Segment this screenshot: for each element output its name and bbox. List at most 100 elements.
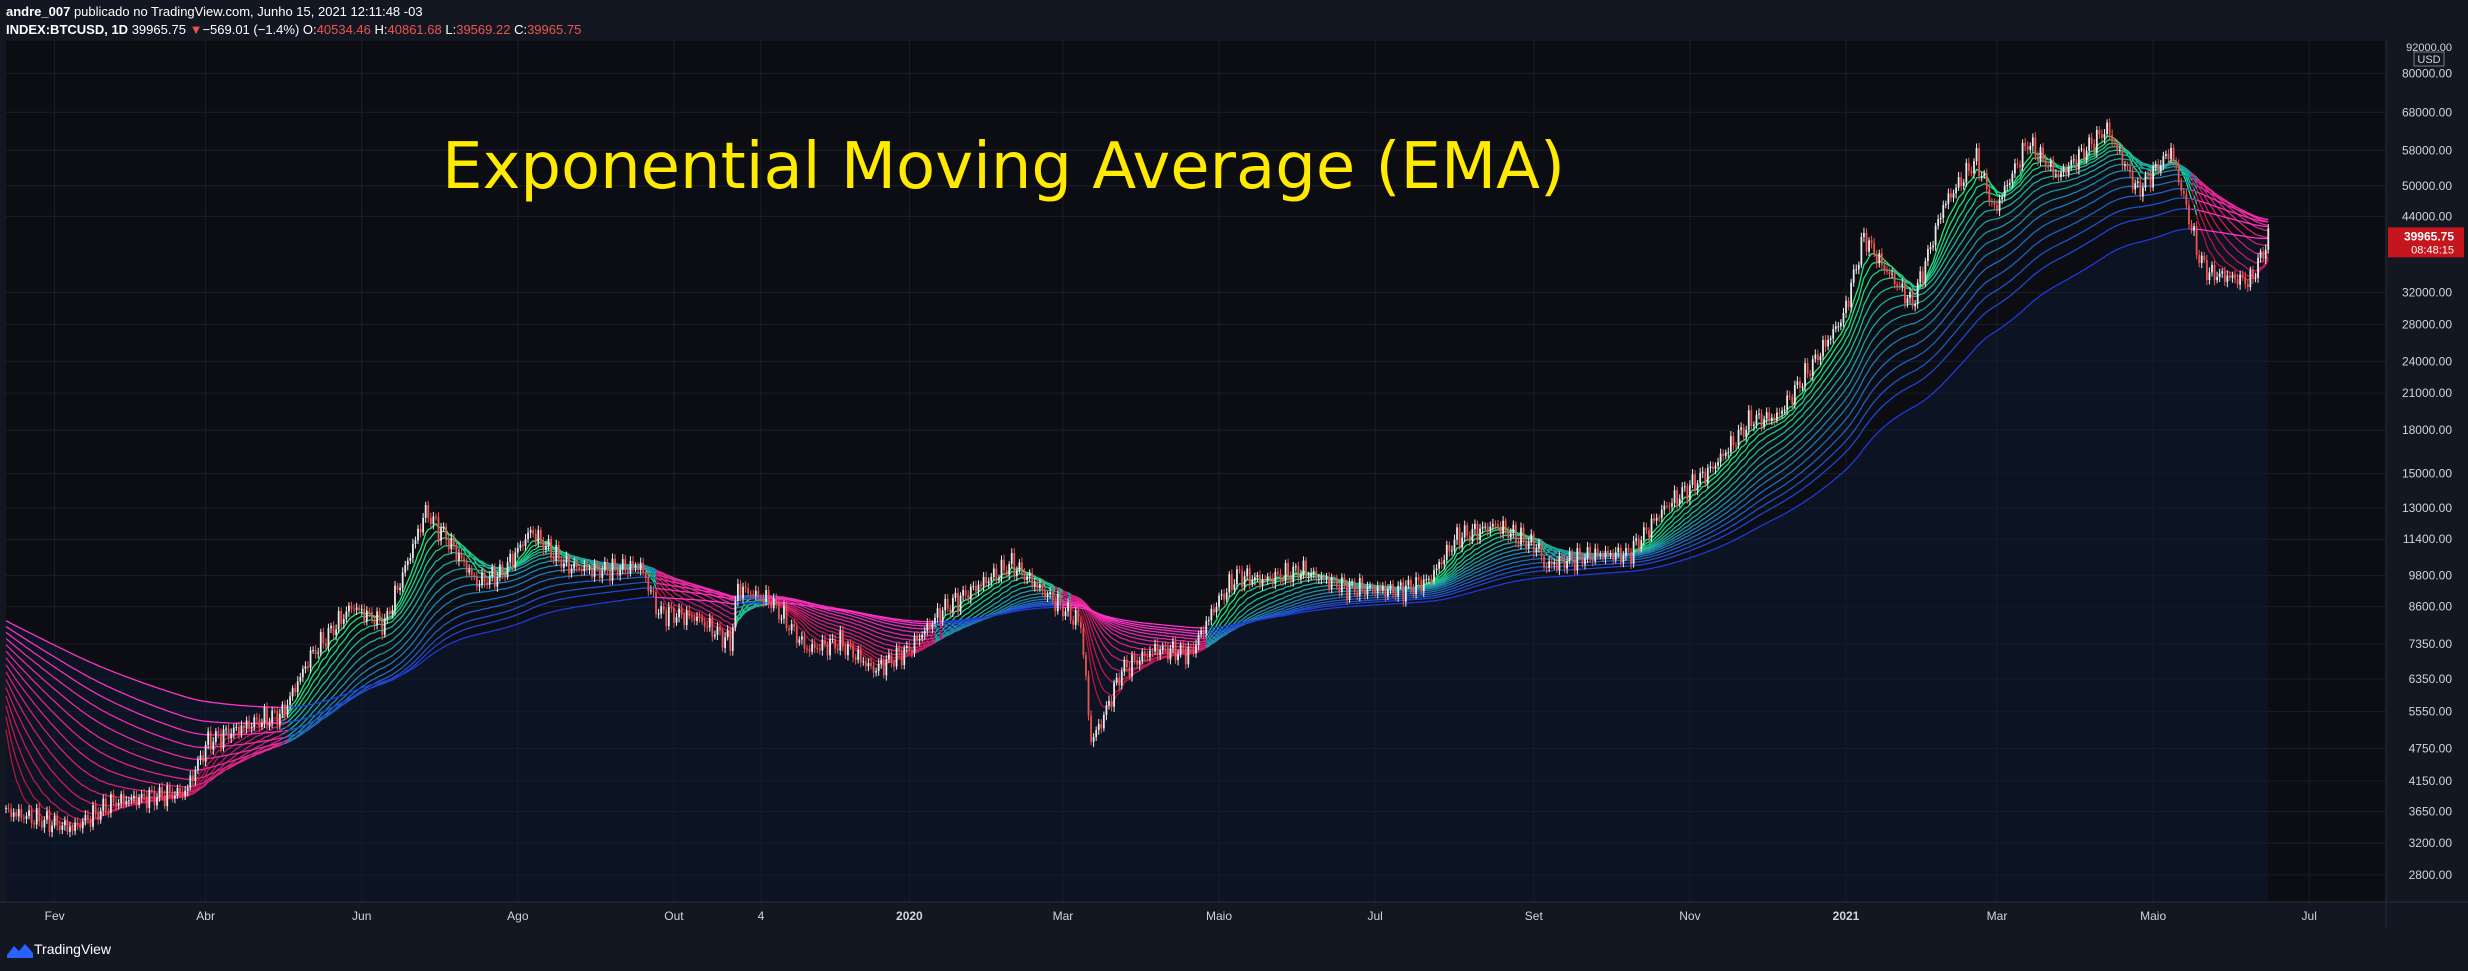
ema-line	[1062, 594, 1069, 597]
candle-body	[348, 605, 350, 612]
chart-area[interactable]: Exponential Moving Average (EMA) 80000.0…	[0, 40, 2468, 928]
candle-body	[2167, 154, 2170, 159]
candle-body	[1768, 412, 1771, 421]
ema-line	[2196, 188, 2269, 264]
candle-body	[69, 826, 71, 832]
ema-line	[282, 740, 286, 743]
candle-body	[898, 647, 901, 652]
candle-body	[1468, 535, 1471, 541]
candle-body	[1886, 269, 1888, 272]
candle-body	[1829, 338, 1832, 340]
candle-body	[598, 567, 601, 578]
candle-body	[2126, 165, 2129, 167]
candle-body	[931, 623, 934, 629]
candle-body	[1317, 579, 1320, 581]
candle-body	[770, 603, 773, 609]
time-tick-label: 2021	[1833, 909, 1860, 923]
candle-body	[350, 605, 353, 610]
candle-body	[798, 639, 801, 643]
candle-body	[473, 575, 476, 577]
candle-body	[670, 606, 673, 608]
candle-body	[1622, 555, 1625, 563]
candle-body	[626, 570, 629, 574]
candle-body	[1745, 429, 1748, 438]
candle-body	[1484, 526, 1487, 528]
candle-body	[1865, 232, 1868, 252]
candle-body	[716, 627, 719, 635]
candle-body	[1105, 705, 1108, 715]
candle-body	[1136, 660, 1139, 665]
candle-body	[253, 717, 256, 728]
candle-body	[2264, 249, 2267, 259]
time-axis[interactable]: Fev Abr Jun Ago Out 4 2020 Mar Maio Jul Set Nov 2021…	[0, 901, 2468, 923]
candle-body	[1806, 363, 1809, 374]
candle-body	[1543, 556, 1545, 568]
candle-body	[509, 553, 512, 563]
candle-body	[2159, 165, 2162, 172]
candle-body	[1870, 240, 1873, 244]
candle-body	[790, 624, 793, 631]
candle-body	[1944, 203, 1947, 205]
candle-body	[609, 570, 611, 581]
candle-body	[204, 744, 207, 762]
candle-body	[1942, 204, 1945, 219]
price-axis[interactable]: 80000.00 68000.00 58000.00 50000.00 44000.00…	[2385, 40, 2453, 928]
candle-body	[2019, 164, 2021, 168]
candle-body	[314, 650, 317, 654]
author-name[interactable]: andre_007	[6, 4, 71, 19]
candle-body	[532, 530, 535, 534]
candle-body	[1218, 595, 1220, 608]
candle-body	[360, 608, 363, 611]
candle-body	[1230, 574, 1233, 590]
candle-body	[209, 731, 212, 750]
candle-body	[125, 800, 128, 804]
candle-body	[2198, 255, 2201, 264]
tradingview-brand[interactable]: TradingView	[34, 941, 112, 957]
candle-body	[1607, 550, 1609, 555]
candle-body	[601, 570, 604, 578]
candle-body	[168, 785, 171, 793]
candle-body	[2072, 159, 2075, 161]
ema-line	[2196, 228, 2269, 240]
candle-body	[2208, 272, 2211, 281]
candle-body	[621, 559, 624, 570]
chart-footer: TradingView	[0, 928, 2468, 971]
candle-body	[1364, 589, 1366, 595]
candle-body	[299, 677, 302, 682]
price-tick-label: 7350.00	[2409, 637, 2453, 651]
candle-body	[749, 593, 752, 595]
price-chart[interactable]: Exponential Moving Average (EMA) 80000.0…	[0, 40, 2468, 928]
candle-body	[289, 696, 291, 705]
candle-body	[53, 815, 56, 826]
candle-body	[539, 530, 542, 542]
candle-body	[913, 636, 916, 653]
candle-body	[2234, 275, 2236, 279]
ema-line	[942, 606, 1056, 623]
candle-body	[1735, 445, 1737, 447]
candle-body	[1988, 189, 1991, 202]
candle-body	[2016, 163, 2019, 165]
candle-body	[97, 812, 100, 820]
candle-body	[1387, 589, 1389, 597]
tradingview-logo-icon	[7, 944, 33, 958]
candle-body	[2257, 257, 2259, 279]
candle-body	[1648, 530, 1650, 537]
candle-body	[1891, 273, 1893, 275]
candle-body	[1921, 271, 1924, 284]
candle-body	[1340, 577, 1343, 592]
candle-body	[291, 688, 294, 697]
candle-body	[1911, 292, 1914, 307]
candle-body	[1778, 412, 1781, 414]
candle-body	[857, 649, 860, 660]
candle-body	[629, 561, 632, 574]
candle-body	[1816, 354, 1819, 361]
candle-body	[703, 622, 706, 627]
candle-body	[1568, 552, 1571, 562]
candle-body	[888, 654, 890, 660]
candle-body	[1932, 245, 1934, 248]
candle-body	[33, 823, 36, 825]
last-price-value: 39965.75	[2404, 229, 2454, 243]
symbol-label[interactable]: INDEX:BTCUSD, 1D	[6, 22, 129, 37]
candle-body	[1374, 589, 1377, 594]
candle-body	[94, 804, 97, 813]
